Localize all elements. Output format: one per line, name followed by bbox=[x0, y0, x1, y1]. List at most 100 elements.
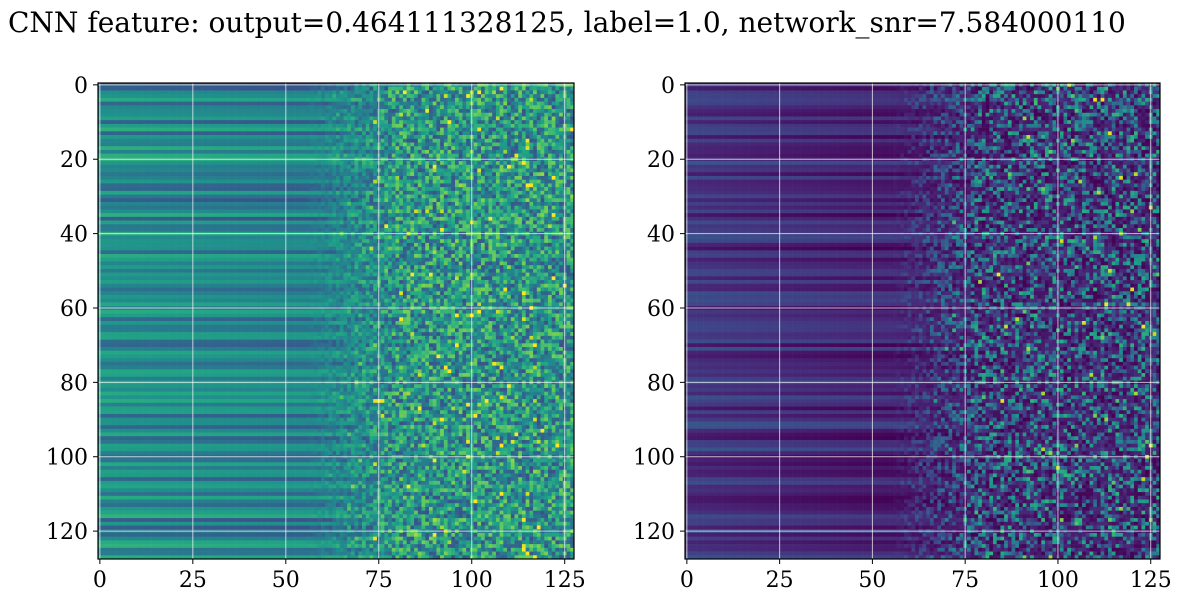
heatmap-cell bbox=[544, 131, 548, 135]
heatmap-cell bbox=[362, 198, 366, 202]
heatmap-cell bbox=[429, 191, 433, 195]
heatmap-cell bbox=[217, 202, 221, 206]
heatmap-cell bbox=[340, 102, 344, 106]
heatmap-cell bbox=[533, 224, 537, 228]
heatmap-cell bbox=[332, 94, 336, 98]
heatmap-cell bbox=[366, 131, 370, 135]
heatmap-cell bbox=[455, 165, 459, 169]
heatmap-cell bbox=[321, 135, 325, 139]
heatmap-cell bbox=[552, 120, 556, 124]
heatmap-cell bbox=[511, 135, 515, 139]
heatmap-cell bbox=[232, 105, 236, 109]
heatmap-cell bbox=[366, 206, 370, 210]
heatmap-cell bbox=[358, 221, 362, 225]
heatmap-cell bbox=[143, 224, 147, 228]
heatmap-cell bbox=[265, 209, 269, 213]
heatmap-cell bbox=[314, 195, 318, 199]
heatmap-cell bbox=[436, 224, 440, 228]
heatmap-cell bbox=[102, 128, 106, 132]
heatmap-cell bbox=[455, 183, 459, 187]
heatmap-cell bbox=[429, 198, 433, 202]
heatmap-cell bbox=[176, 172, 180, 176]
heatmap-cell bbox=[314, 113, 318, 117]
heatmap-cell bbox=[321, 195, 325, 199]
heatmap-cell bbox=[515, 180, 519, 184]
heatmap-cell bbox=[131, 221, 135, 225]
heatmap-cell bbox=[381, 131, 385, 135]
heatmap-cell bbox=[243, 198, 247, 202]
heatmap-cell bbox=[109, 217, 113, 221]
heatmap-cell bbox=[250, 105, 254, 109]
heatmap-cell bbox=[120, 124, 124, 128]
heatmap-cell bbox=[541, 183, 545, 187]
heatmap-cell bbox=[221, 180, 225, 184]
heatmap-cell bbox=[369, 98, 373, 102]
heatmap-cell bbox=[541, 209, 545, 213]
heatmap-cell bbox=[206, 146, 210, 150]
heatmap-cell bbox=[340, 213, 344, 217]
heatmap-cell bbox=[366, 105, 370, 109]
heatmap-cell bbox=[526, 202, 530, 206]
heatmap-cell bbox=[195, 180, 199, 184]
heatmap-cell bbox=[347, 87, 351, 91]
heatmap-cell bbox=[243, 105, 247, 109]
heatmap-cell bbox=[254, 198, 258, 202]
heatmap-cell bbox=[232, 187, 236, 191]
heatmap-cell bbox=[507, 202, 511, 206]
heatmap-cell bbox=[128, 135, 132, 139]
heatmap-cell bbox=[306, 128, 310, 132]
heatmap-cell bbox=[280, 169, 284, 173]
heatmap-cell bbox=[161, 120, 165, 124]
heatmap-cell bbox=[410, 139, 414, 143]
heatmap-cell bbox=[250, 161, 254, 165]
heatmap-cell bbox=[195, 102, 199, 106]
heatmap-cell bbox=[128, 183, 132, 187]
heatmap-cell bbox=[414, 146, 418, 150]
heatmap-cell bbox=[429, 146, 433, 150]
heatmap-cell bbox=[448, 213, 452, 217]
heatmap-cell bbox=[180, 209, 184, 213]
heatmap-cell bbox=[496, 217, 500, 221]
heatmap-cell bbox=[172, 213, 176, 217]
heatmap-cell bbox=[518, 176, 522, 180]
heatmap-cell bbox=[243, 172, 247, 176]
heatmap-cell bbox=[418, 161, 422, 165]
heatmap-cell bbox=[321, 124, 325, 128]
heatmap-cell bbox=[343, 224, 347, 228]
heatmap-cell bbox=[239, 169, 243, 173]
heatmap-cell bbox=[515, 98, 519, 102]
heatmap-cell bbox=[221, 124, 225, 128]
heatmap-cell bbox=[195, 154, 199, 158]
heatmap-cell bbox=[150, 94, 154, 98]
heatmap-cell bbox=[158, 98, 162, 102]
heatmap-cell bbox=[500, 128, 504, 132]
heatmap-cell bbox=[381, 176, 385, 180]
heatmap-cell bbox=[403, 94, 407, 98]
heatmap-cell bbox=[243, 150, 247, 154]
heatmap-cell bbox=[507, 143, 511, 147]
heatmap-cell bbox=[448, 165, 452, 169]
heatmap-cell bbox=[195, 124, 199, 128]
heatmap-cell bbox=[462, 105, 466, 109]
heatmap-cell bbox=[503, 113, 507, 117]
heatmap-cell bbox=[451, 195, 455, 199]
heatmap-cell bbox=[321, 98, 325, 102]
heatmap-cell bbox=[459, 128, 463, 132]
heatmap-cell bbox=[381, 221, 385, 225]
heatmap-cell bbox=[392, 191, 396, 195]
heatmap-cell bbox=[459, 131, 463, 135]
heatmap-cell bbox=[414, 169, 418, 173]
heatmap-cell bbox=[202, 195, 206, 199]
heatmap-cell bbox=[481, 150, 485, 154]
heatmap-cell bbox=[515, 198, 519, 202]
heatmap-cell bbox=[117, 198, 121, 202]
heatmap-cell bbox=[139, 131, 143, 135]
heatmap-cell bbox=[425, 176, 429, 180]
heatmap-cell bbox=[522, 116, 526, 120]
heatmap-cell bbox=[254, 94, 258, 98]
heatmap-cell bbox=[474, 224, 478, 228]
heatmap-cell bbox=[451, 109, 455, 113]
heatmap-cell bbox=[351, 176, 355, 180]
heatmap-cell bbox=[407, 87, 411, 91]
heatmap-cell bbox=[102, 221, 106, 225]
